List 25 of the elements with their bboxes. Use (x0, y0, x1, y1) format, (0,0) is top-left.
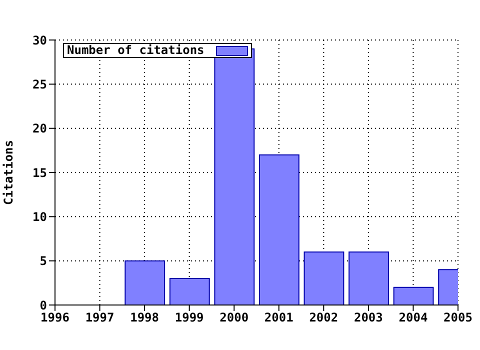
y-tick-label: 5 (40, 254, 47, 268)
y-axis-title: Citations (1, 140, 16, 206)
y-tick-label: 15 (32, 166, 47, 180)
x-tick-label: 1997 (85, 310, 114, 325)
legend-label: Number of citations (67, 43, 204, 57)
y-tick-label: 0 (40, 298, 47, 312)
bar (393, 286, 434, 305)
x-tick-label: 2003 (354, 310, 383, 325)
bar (348, 252, 389, 305)
x-tick-label: 2000 (220, 310, 249, 325)
x-tick-label: 1996 (40, 310, 70, 325)
bar (304, 252, 344, 305)
x-tick-label: 2002 (309, 310, 338, 325)
x-tick-label: 1998 (130, 310, 160, 325)
x-tick-label: 2004 (398, 310, 428, 325)
x-tick-label: 1999 (174, 310, 204, 325)
y-tick-label: 10 (32, 210, 47, 224)
bar (259, 154, 300, 305)
x-tick-label: 2005 (444, 310, 472, 325)
bar (124, 260, 166, 305)
y-tick-label: 20 (32, 122, 47, 136)
x-tick-label: 2001 (264, 310, 294, 325)
bar (169, 278, 210, 305)
y-tick-label: 30 (32, 33, 47, 48)
y-tick-label: 25 (32, 77, 47, 92)
